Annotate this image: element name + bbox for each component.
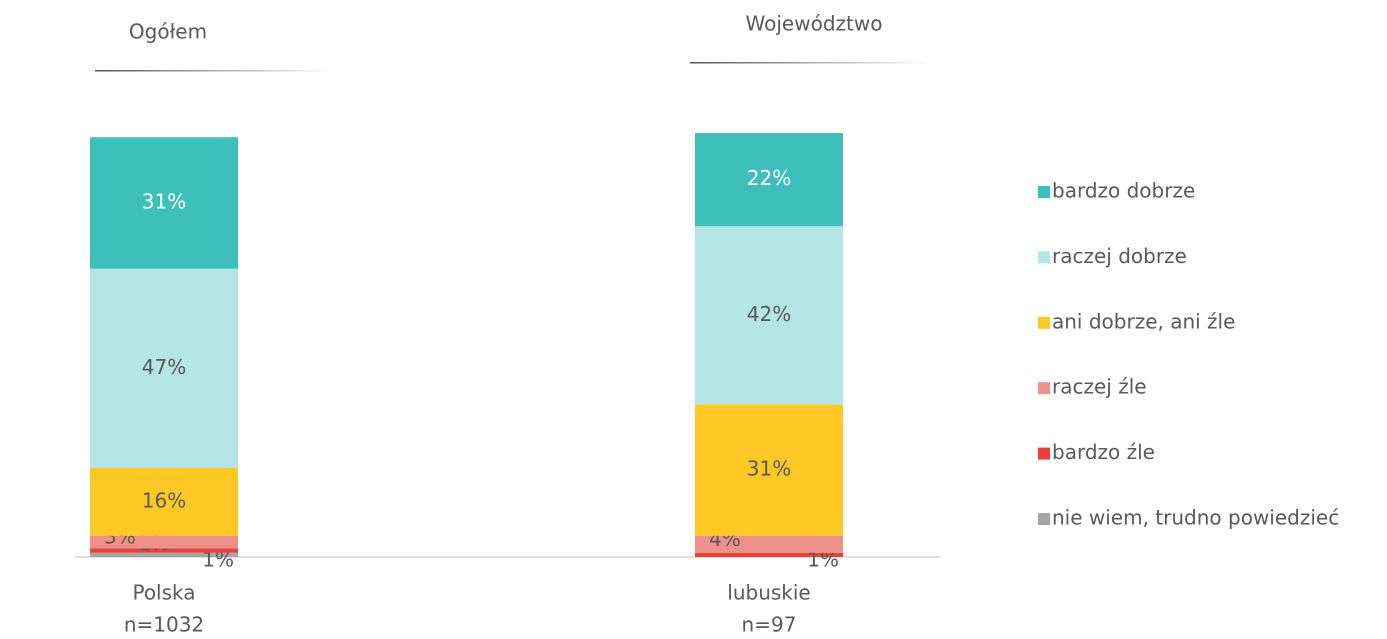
data-label: 31%	[142, 189, 186, 213]
header: Województwo	[746, 12, 883, 36]
header-underline	[690, 62, 930, 64]
sample-size: n=97	[742, 613, 797, 637]
legend-label: bardzo źle	[1052, 440, 1155, 464]
bar-segment	[90, 552, 238, 557]
legend-swatch	[1038, 186, 1050, 198]
data-label: 31%	[747, 457, 791, 481]
bar-segment	[90, 467, 238, 536]
data-label: 22%	[747, 166, 791, 190]
bar-segment	[90, 268, 238, 468]
legend-label: nie wiem, trudno powiedzieć	[1052, 506, 1339, 530]
legend-label: raczej dobrze	[1052, 244, 1187, 268]
legend-swatch	[1038, 251, 1050, 264]
legend-label: ani dobrze, ani źle	[1052, 309, 1235, 333]
legend-swatch	[1038, 447, 1050, 460]
legend-swatch	[1038, 513, 1050, 525]
bar-segment	[695, 226, 843, 405]
bar-segment	[695, 535, 843, 553]
data-label: 16%	[142, 488, 186, 512]
data-label: 42%	[747, 302, 791, 326]
data-label: 47%	[142, 355, 186, 379]
legend-swatch	[1038, 316, 1050, 329]
header: Ogółem	[129, 20, 207, 44]
bar-segment	[695, 404, 843, 536]
legend-label: bardzo dobrze	[1052, 179, 1195, 203]
category-label: Polska	[132, 581, 195, 605]
bar-segment	[90, 548, 238, 553]
category-label: lubuskie	[727, 581, 810, 605]
sample-size: n=1032	[124, 613, 204, 637]
legend-swatch	[1038, 382, 1050, 395]
legend-label: raczej źle	[1052, 375, 1147, 399]
bar-segment	[695, 133, 843, 227]
bar-segment	[695, 552, 843, 557]
bar-segment	[90, 535, 238, 549]
bar-segment	[90, 137, 238, 269]
header-underline	[95, 70, 335, 72]
